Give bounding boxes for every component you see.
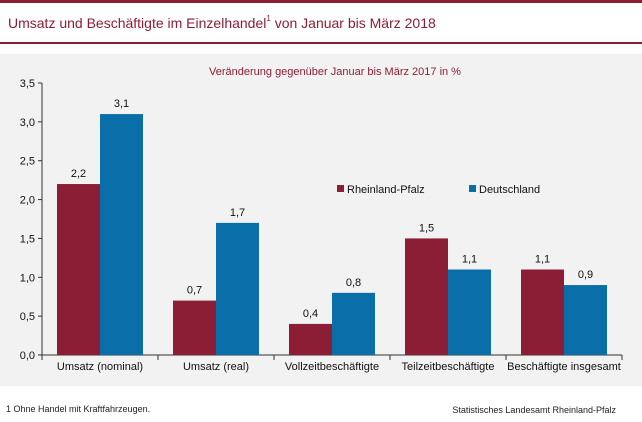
bar bbox=[448, 269, 491, 355]
bar bbox=[521, 269, 564, 355]
y-tick-label: 1,5 bbox=[20, 233, 35, 245]
bar bbox=[564, 285, 607, 355]
bar bbox=[405, 238, 448, 355]
y-tick-label: 1,0 bbox=[20, 272, 35, 284]
y-tick-label: 2,0 bbox=[20, 195, 35, 207]
bar bbox=[332, 292, 375, 355]
x-category-label: Teilzeitbeschäftigte bbox=[402, 361, 495, 373]
bar-value-label: 0,4 bbox=[303, 308, 318, 320]
source-credit: Statistisches Landesamt Rheinland-Pfalz bbox=[452, 405, 616, 415]
chart-subtitle: Veränderung gegenüber Januar bis März 20… bbox=[209, 66, 461, 78]
bar-value-label: 1,1 bbox=[535, 254, 550, 266]
bar bbox=[216, 222, 259, 355]
bar bbox=[100, 114, 143, 355]
bar-value-label: 1,7 bbox=[230, 207, 245, 219]
x-category-label: Beschäftigte insgesamt bbox=[507, 361, 621, 373]
x-category-label: Umsatz (real) bbox=[183, 361, 249, 373]
x-category-label: Umsatz (nominal) bbox=[57, 361, 143, 373]
bar bbox=[173, 300, 216, 355]
title-text: Umsatz und Beschäftigte im Einzelhandel bbox=[8, 15, 267, 31]
top-rule bbox=[0, 0, 642, 3]
legend-swatch bbox=[337, 185, 344, 192]
legend-label: Rheinland-Pfalz bbox=[347, 184, 425, 196]
bar-value-label: 0,9 bbox=[578, 269, 593, 281]
bar-value-label: 3,1 bbox=[114, 98, 129, 110]
bar-value-label: 0,7 bbox=[187, 285, 202, 297]
y-tick-label: 2,5 bbox=[20, 156, 35, 168]
legend-swatch bbox=[469, 185, 476, 192]
x-category-label: Vollzeitbeschäftigte bbox=[285, 361, 379, 373]
title-rule bbox=[0, 42, 642, 44]
bar-value-label: 0,8 bbox=[346, 277, 361, 289]
bar-value-label: 1,1 bbox=[462, 254, 477, 266]
y-tick-label: 3,0 bbox=[20, 117, 35, 129]
footnote: 1 Ohne Handel mit Kraftfahrzeugen. bbox=[6, 404, 151, 414]
y-tick-label: 3,5 bbox=[20, 78, 35, 90]
y-tick-label: 0,0 bbox=[20, 350, 35, 362]
title-suffix: von Januar bis März 2018 bbox=[270, 15, 436, 31]
legend-label: Deutschland bbox=[479, 184, 540, 196]
bar bbox=[289, 323, 332, 355]
bar bbox=[57, 184, 100, 355]
bar-value-label: 1,5 bbox=[419, 222, 434, 234]
chart-title: Umsatz und Beschäftigte im Einzelhandel1… bbox=[8, 14, 436, 31]
title-footnote-mark: 1 bbox=[266, 14, 271, 24]
bar-value-label: 2,2 bbox=[71, 168, 86, 180]
y-tick-label: 0,5 bbox=[20, 311, 35, 323]
